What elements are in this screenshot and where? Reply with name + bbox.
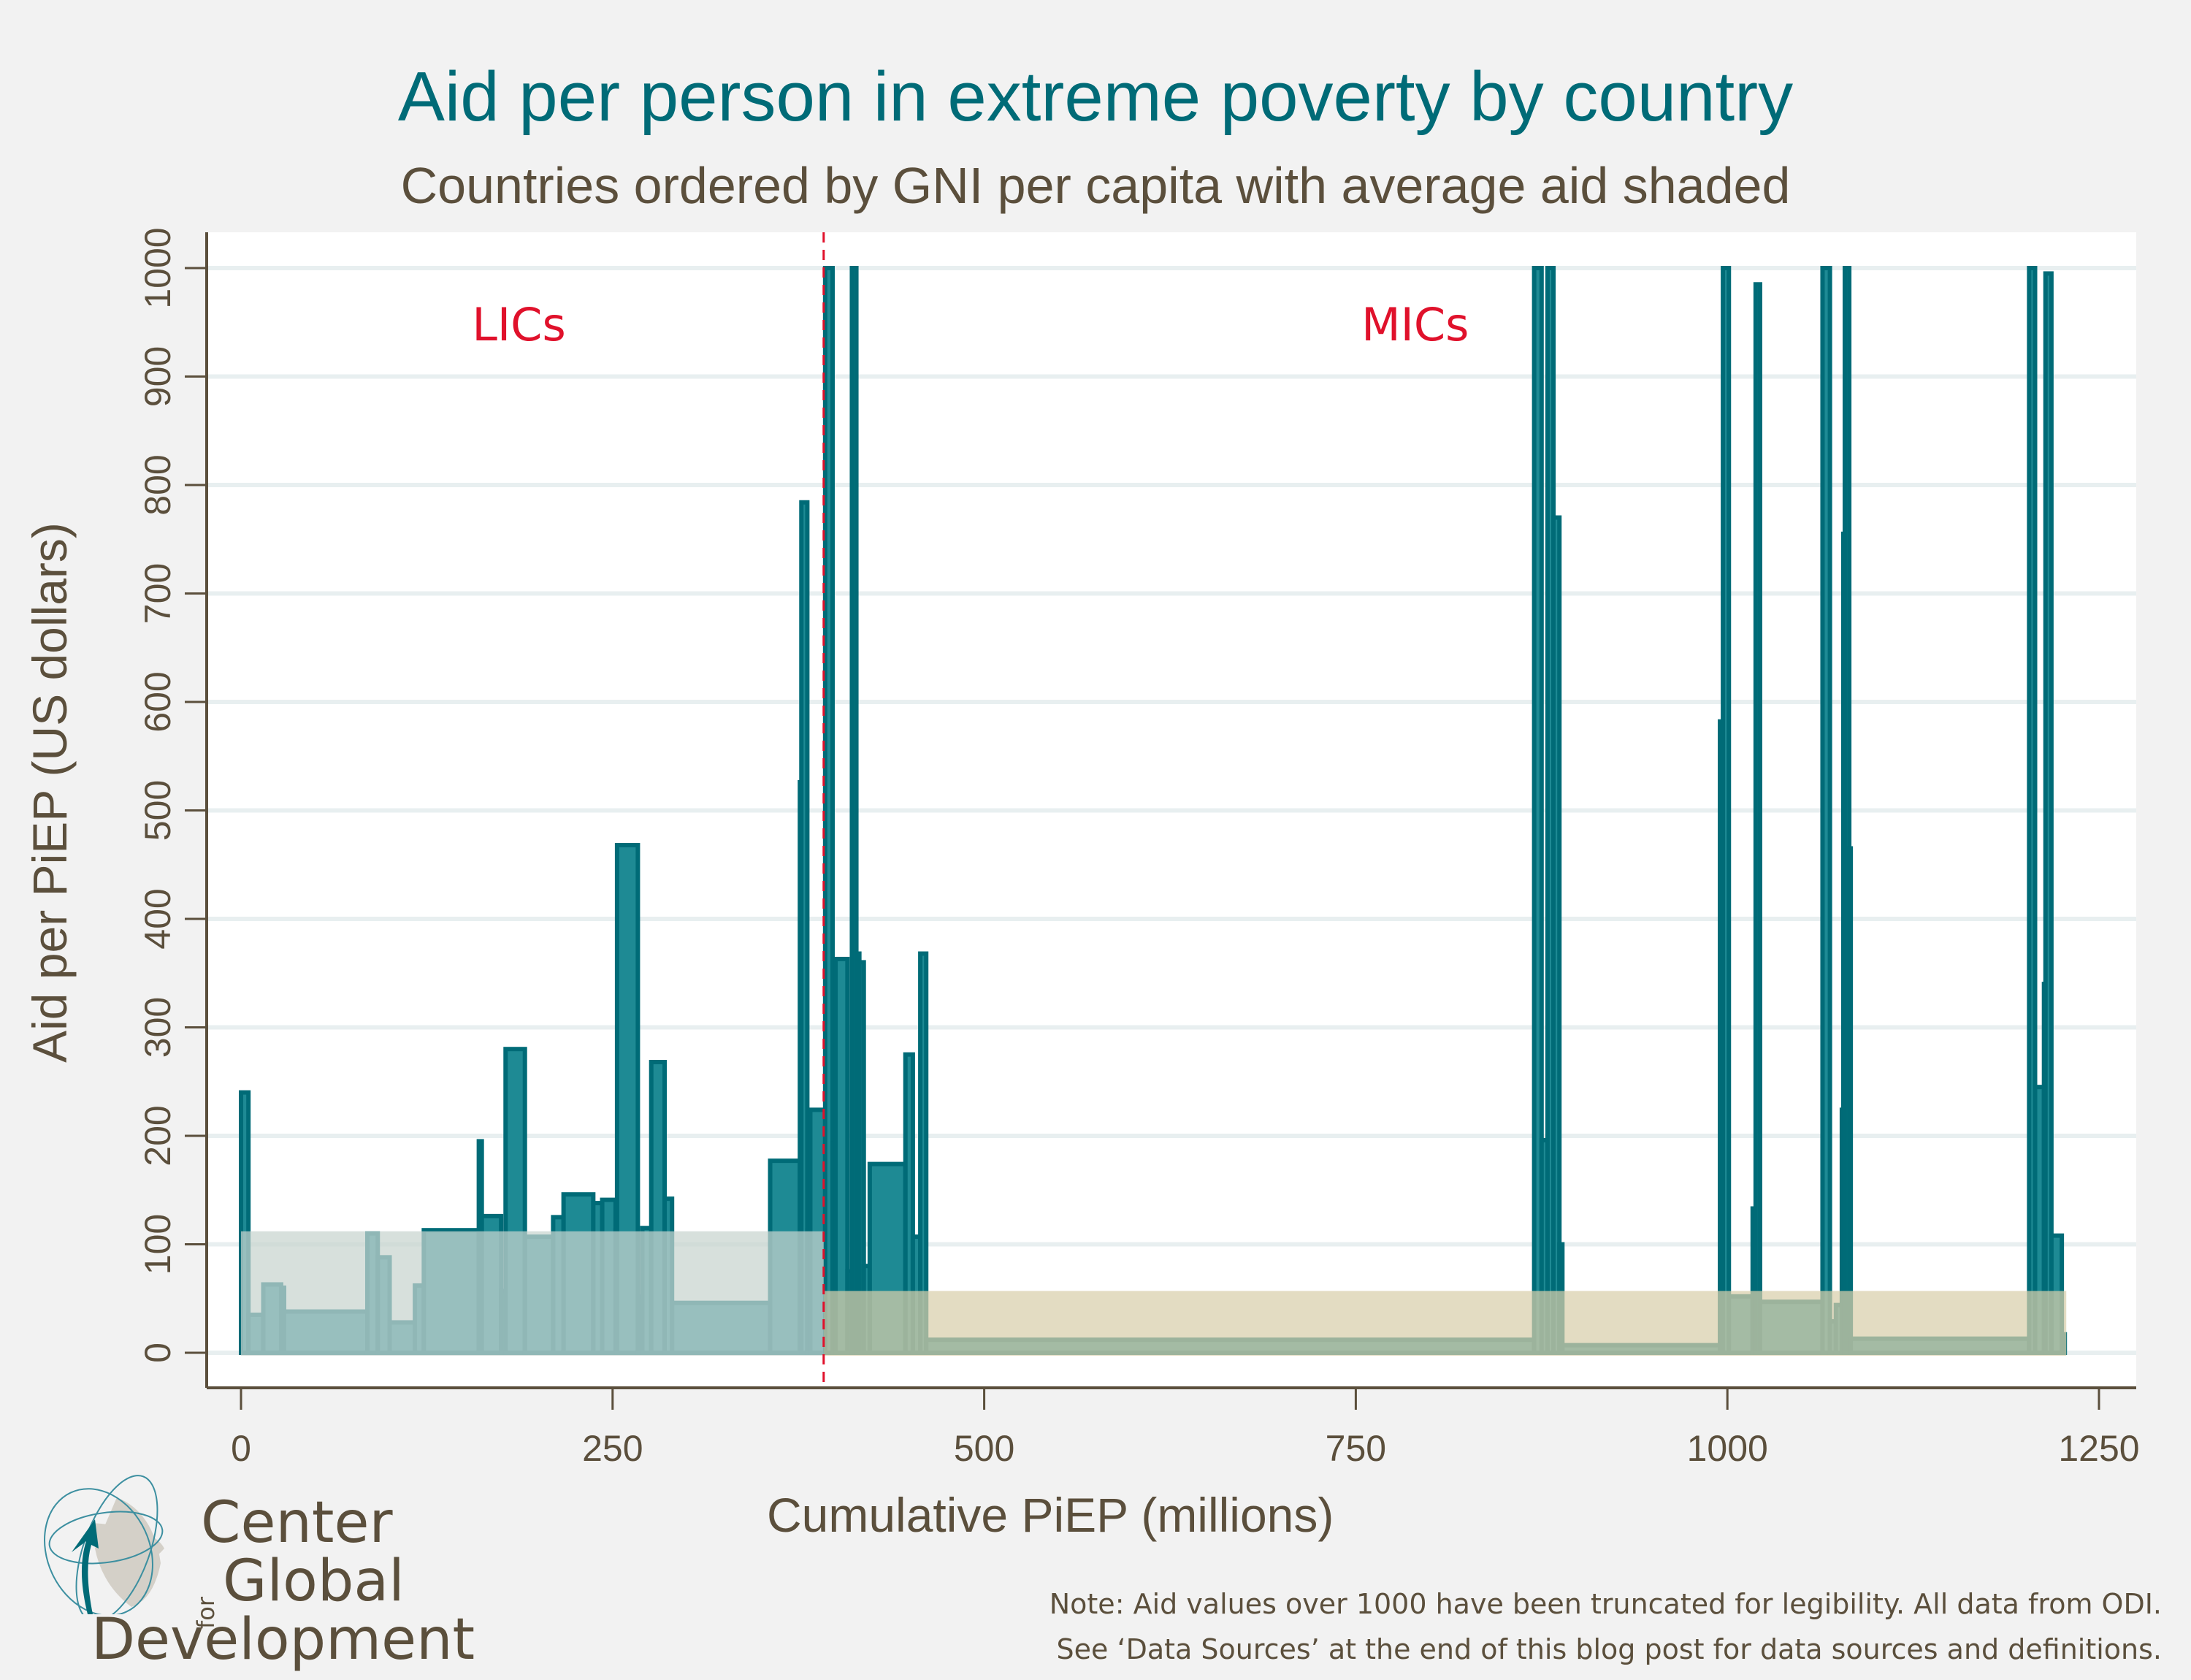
- y-tick-label: 400: [137, 888, 178, 949]
- globe-arrow-icon: [44, 1475, 164, 1614]
- cgd-logo: Center for Global Development: [22, 1461, 475, 1673]
- bar: [1753, 282, 1762, 1355]
- footnote: Note: Aid values over 1000 have been tru…: [1049, 1581, 2162, 1672]
- chart-title: Aid per person in extreme poverty by cou…: [397, 58, 1794, 136]
- average-band-mics: [823, 1291, 2067, 1356]
- average-shading: [241, 1231, 2067, 1356]
- y-axis-label: Aid per PiEP (US dollars): [23, 522, 77, 1063]
- bar: [2043, 271, 2054, 1355]
- average-band-lics: [241, 1231, 824, 1356]
- x-tick-label: 250: [582, 1428, 643, 1469]
- bar: [1847, 846, 1854, 1355]
- y-tick-label: 100: [137, 1214, 178, 1275]
- x-tick-label: 750: [1326, 1428, 1386, 1469]
- footnote-line-1: Note: Aid values over 1000 have been tru…: [1049, 1588, 2162, 1620]
- group-label-mics: MICs: [1361, 298, 1469, 351]
- logo-text-center: Center: [201, 1490, 393, 1556]
- y-tick-label: 600: [137, 671, 178, 732]
- bar: [1721, 266, 1732, 1355]
- y-tick-label: 900: [137, 346, 178, 407]
- x-tick-label: 1000: [1687, 1428, 1768, 1469]
- logo-text-global: Global: [223, 1549, 405, 1614]
- y-tick-label: 800: [137, 454, 178, 515]
- x-tick-label: 1250: [2058, 1428, 2139, 1469]
- chart-subtitle: Countries ordered by GNI per capita with…: [400, 157, 1791, 214]
- group-labels: LICs MICs: [472, 298, 1469, 351]
- y-tick-label: 700: [137, 563, 178, 624]
- logo-text-development: Development: [91, 1607, 475, 1673]
- x-tick-label: 500: [954, 1428, 1014, 1469]
- bar: [1551, 515, 1562, 1355]
- group-label-lics: LICs: [472, 298, 565, 351]
- bar: [1820, 266, 1832, 1355]
- footnote-line-2: See ‘Data Sources’ at the end of this bl…: [1056, 1633, 2162, 1665]
- y-tick-label: 500: [137, 780, 178, 841]
- x-axis-label: Cumulative PiEP (millions): [767, 1488, 1334, 1542]
- y-tick-label: 0: [137, 1343, 178, 1363]
- x-tick-label: 0: [231, 1428, 251, 1469]
- y-tick-label: 200: [137, 1105, 178, 1166]
- y-tick-label: 300: [137, 997, 178, 1058]
- axes: 0 100 200 300 400 500 600 700 800 900 1000 0 250 500 7…: [137, 227, 2139, 1469]
- bar: [799, 500, 810, 1355]
- y-tick-label: 1000: [137, 227, 178, 308]
